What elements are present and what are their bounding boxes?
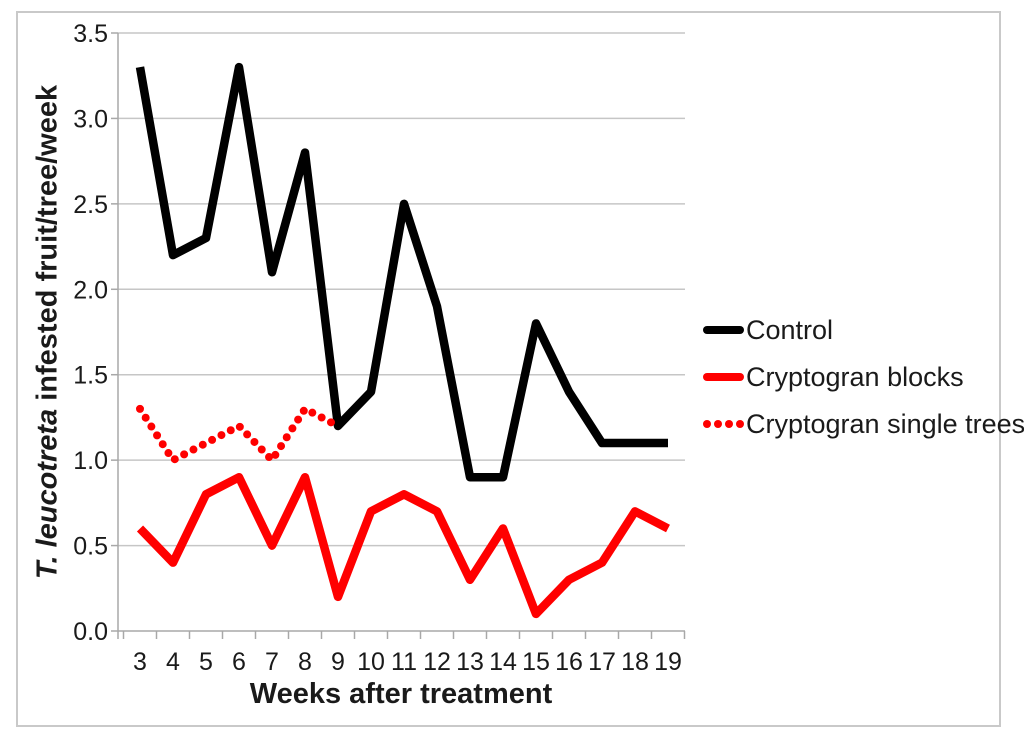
legend-item-cryptogran-blocks: Cryptogran blocks: [703, 360, 1024, 394]
series-line-cryptogran-blocks: [136, 472, 670, 619]
series-line-control: [135, 62, 668, 482]
x-tick-label: 5: [199, 648, 213, 676]
x-tick-label: 16: [555, 648, 583, 676]
legend: Control Cryptogran blocks Cryptogran sin…: [703, 313, 1024, 441]
y-tick-label: 1.0: [73, 447, 108, 475]
legend-dot: [703, 420, 711, 428]
x-tick-label: 14: [489, 648, 517, 676]
legend-item-cryptogran-single-trees: Cryptogran single trees: [703, 407, 1024, 441]
chart-frame: [16, 11, 1001, 727]
y-tick-label: 3.5: [73, 20, 108, 48]
x-tick-label: 6: [232, 648, 246, 676]
legend-item-control: Control: [703, 313, 1024, 347]
legend-marker-control-line: [703, 326, 744, 334]
x-tick-label: 12: [423, 648, 451, 676]
x-tick-label: 10: [357, 648, 385, 676]
y-tick-label: 2.0: [73, 276, 108, 304]
x-tick-label: 17: [588, 648, 616, 676]
legend-label-cryptogran-blocks: Cryptogran blocks: [746, 361, 964, 392]
x-tick-label: 7: [265, 648, 279, 676]
x-tick-label: 18: [621, 648, 649, 676]
x-tick-label: 15: [522, 648, 550, 676]
y-tick-label: 2.5: [73, 191, 108, 219]
x-tick-label: 13: [456, 648, 484, 676]
y-tick-label: 0.5: [73, 533, 108, 561]
legend-marker-single-trees-dots: [703, 420, 744, 428]
legend-dot: [714, 420, 722, 428]
legend-label-cryptogran-single-trees: Cryptogran single trees: [746, 408, 1024, 439]
x-axis-title: Weeks after treatment: [249, 678, 553, 710]
x-tick-label: 3: [133, 648, 147, 676]
y-axis-title-species: T. leucotreta: [31, 408, 64, 580]
y-tick-label: 3.0: [73, 105, 108, 133]
legend-dot: [725, 420, 733, 428]
x-tick-label: 4: [166, 648, 180, 676]
legend-label-control: Control: [746, 314, 834, 345]
x-tick-label: 9: [331, 648, 345, 676]
y-tick-label: 1.5: [73, 362, 108, 390]
y-axis-title: T. leucotreta infested fruit/tree/week: [32, 85, 65, 579]
y-tick-label: 0.0: [73, 618, 108, 646]
x-tick-label: 11: [391, 648, 417, 676]
x-tick-label: 8: [298, 648, 312, 676]
legend-marker-blocks-line: [703, 373, 744, 381]
series-line-cryptogran-single-trees: [136, 404, 342, 465]
y-axis-title-rest: infested fruit/tree/week: [31, 84, 64, 401]
legend-dot: [736, 420, 744, 428]
x-tick-label: 19: [654, 648, 682, 676]
